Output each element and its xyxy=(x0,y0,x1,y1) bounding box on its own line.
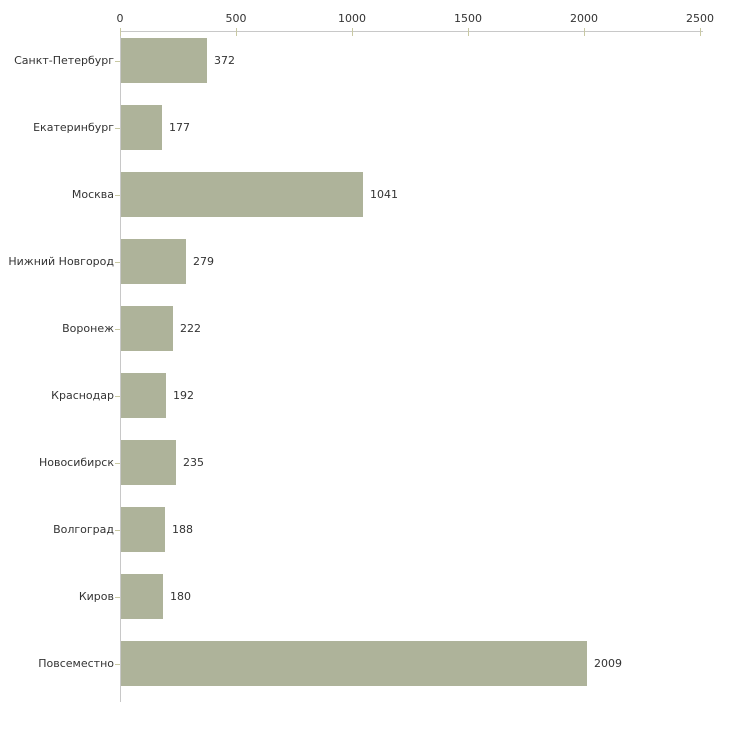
category-tick xyxy=(115,664,120,665)
value-label: 177 xyxy=(169,121,190,134)
bar xyxy=(121,507,165,552)
bar-row: Москва 1041 xyxy=(0,172,730,217)
x-tick xyxy=(236,28,237,36)
category-label: Нижний Новгород xyxy=(8,255,114,268)
category-label: Повсеместно xyxy=(38,657,114,670)
value-label: 192 xyxy=(173,389,194,402)
category-tick xyxy=(115,329,120,330)
x-tick xyxy=(584,28,585,36)
category-tick xyxy=(115,61,120,62)
category-label: Краснодар xyxy=(51,389,114,402)
value-label: 188 xyxy=(172,523,193,536)
category-label: Екатеринбург xyxy=(33,121,114,134)
category-tick xyxy=(115,396,120,397)
bar-row: Новосибирск 235 xyxy=(0,440,730,485)
bar xyxy=(121,641,587,686)
category-label: Воронеж xyxy=(62,322,114,335)
value-label: 235 xyxy=(183,456,204,469)
x-tick xyxy=(700,28,701,36)
bar xyxy=(121,105,162,150)
bar-row: Воронеж 222 xyxy=(0,306,730,351)
x-tick-label: 0 xyxy=(116,12,124,25)
bar xyxy=(121,239,186,284)
value-label: 372 xyxy=(214,54,235,67)
x-tick-label: 1500 xyxy=(454,12,482,25)
category-label: Москва xyxy=(71,188,114,201)
bar xyxy=(121,574,163,619)
category-tick xyxy=(115,597,120,598)
category-label: Волгоград xyxy=(53,523,114,536)
x-tick xyxy=(352,28,353,36)
category-label: Санкт-Петербург xyxy=(14,54,114,67)
x-tick-label: 2500 xyxy=(686,12,714,25)
bar-row: Краснодар 192 xyxy=(0,373,730,418)
value-label: 1041 xyxy=(370,188,398,201)
value-label: 279 xyxy=(193,255,214,268)
x-axis-line xyxy=(120,31,703,32)
category-label: Киров xyxy=(78,590,114,603)
bar xyxy=(121,38,207,83)
x-tick-label: 1000 xyxy=(338,12,366,25)
x-tick-label: 500 xyxy=(225,12,247,25)
value-label: 222 xyxy=(180,322,201,335)
x-tick xyxy=(468,28,469,36)
value-label: 2009 xyxy=(594,657,622,670)
bar xyxy=(121,440,176,485)
category-tick xyxy=(115,463,120,464)
category-tick xyxy=(115,195,120,196)
bar xyxy=(121,172,363,217)
bar xyxy=(121,306,173,351)
bar-row: Нижний Новгород 279 xyxy=(0,239,730,284)
bar xyxy=(121,373,166,418)
bar-row: Санкт-Петербург 372 xyxy=(0,38,730,83)
category-tick xyxy=(115,530,120,531)
bar-row: Киров 180 xyxy=(0,574,730,619)
category-tick xyxy=(115,128,120,129)
x-tick-label: 2000 xyxy=(570,12,598,25)
category-label: Новосибирск xyxy=(38,456,114,469)
bar-row: Волгоград 188 xyxy=(0,507,730,552)
bar-row: Екатеринбург 177 xyxy=(0,105,730,150)
value-label: 180 xyxy=(170,590,191,603)
bar-row: Повсеместно 2009 xyxy=(0,641,730,686)
category-tick xyxy=(115,262,120,263)
x-tick xyxy=(120,28,121,36)
y-axis-line xyxy=(120,31,121,702)
